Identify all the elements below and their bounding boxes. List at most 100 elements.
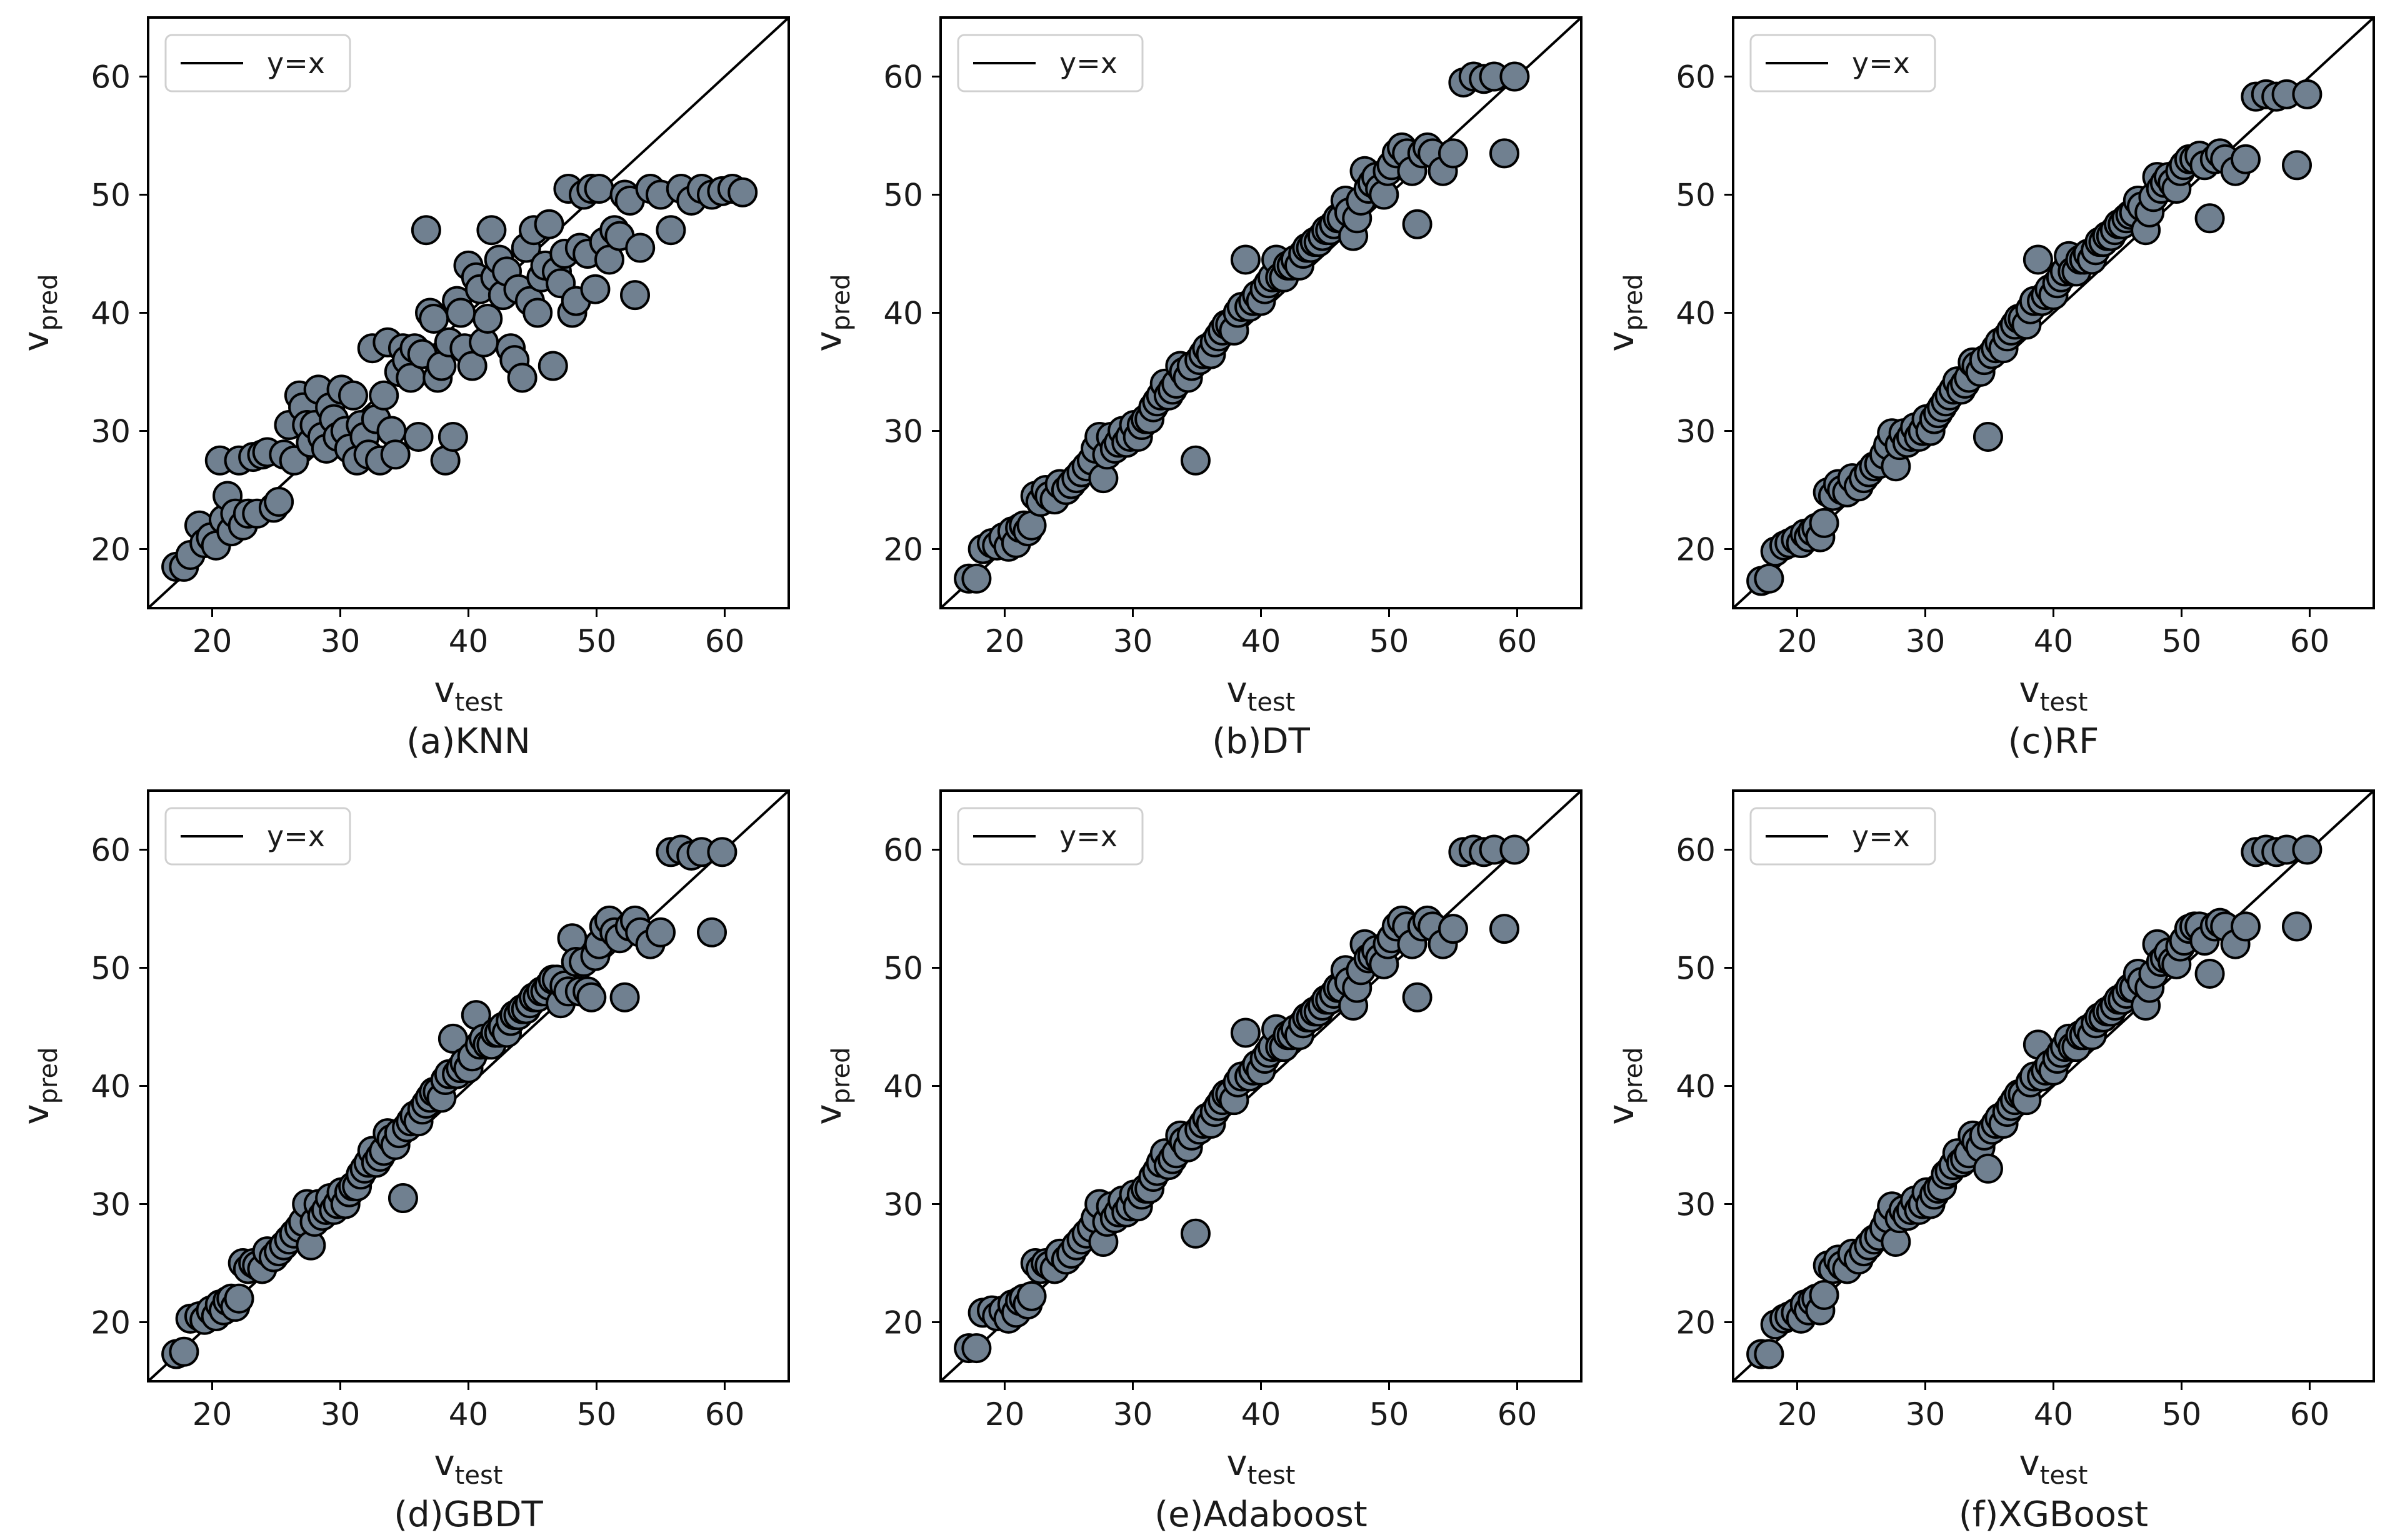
- data-point: [2194, 958, 2225, 989]
- data-point: [1809, 508, 1839, 538]
- x-tick-label: 20: [192, 623, 232, 659]
- data-point: [1972, 1153, 2003, 1184]
- legend-label: y=x: [267, 819, 325, 853]
- data-point: [1402, 209, 1432, 239]
- x-tick-label: 50: [1369, 623, 1409, 659]
- panel-6: 20 30 40 50 60 20 30 40 50 60 vtest vpred (f)XGBoost…: [1601, 789, 2375, 1535]
- x-tick-label: 30: [1113, 1396, 1153, 1432]
- data-point: [1180, 1218, 1211, 1249]
- data-point: [580, 274, 611, 304]
- x-tick-label: 60: [705, 1396, 745, 1432]
- y-tick-label: 20: [91, 532, 131, 568]
- x-tick-label: 20: [985, 623, 1025, 659]
- data-point: [538, 351, 568, 381]
- data-point: [2282, 911, 2312, 942]
- x-tick-label: 40: [1241, 1396, 1281, 1432]
- y-tick-label: 60: [91, 832, 131, 869]
- y-axis-label: vpred: [809, 274, 856, 351]
- data-point: [1180, 445, 1211, 476]
- data-points: [161, 174, 758, 582]
- x-tick-label: 40: [2034, 1396, 2074, 1432]
- y-tick-label: 50: [1676, 951, 1716, 987]
- data-point: [2231, 144, 2261, 174]
- legend: y=x: [1749, 807, 1936, 866]
- data-point: [411, 215, 441, 246]
- panel-4: 20 30 40 50 60 20 30 40 50 60 vtest vpred (d)GBDT y=x: [16, 789, 790, 1535]
- legend: y=x: [957, 807, 1144, 866]
- panel-title: (c)RF: [2008, 721, 2099, 762]
- data-point: [419, 303, 449, 334]
- data-point: [2022, 244, 2053, 275]
- data-point: [472, 303, 503, 334]
- legend-label: y=x: [1852, 46, 1910, 80]
- y-tick-label: 60: [1676, 59, 1716, 96]
- panel-2: 20 30 40 50 60 20 30 40 50 60 vtest vpred (b)DT y=x: [809, 16, 1582, 762]
- x-tick-label: 30: [321, 623, 361, 659]
- y-tick-label: 60: [1676, 832, 1716, 869]
- data-point: [707, 837, 738, 868]
- x-tick-label: 30: [321, 1396, 361, 1432]
- legend: y=x: [1749, 34, 1936, 92]
- data-point: [403, 421, 434, 452]
- x-tick-label: 50: [577, 623, 617, 659]
- legend-box: [957, 34, 1144, 92]
- panel-title: (b)DT: [1212, 721, 1310, 762]
- data-point: [584, 174, 614, 204]
- data-point: [1489, 914, 1519, 944]
- panel-5: 20 30 40 50 60 20 30 40 50 60 vtest vpred (e)Adaboos…: [809, 789, 1582, 1535]
- y-tick-label: 40: [1676, 1069, 1716, 1105]
- data-point: [961, 1333, 992, 1364]
- data-point: [1489, 138, 1519, 169]
- data-point: [338, 380, 368, 411]
- data-points: [954, 61, 1530, 594]
- data-point: [2282, 150, 2312, 181]
- x-axis-label: vtest: [1227, 670, 1296, 717]
- y-tick-label: 20: [883, 1305, 923, 1341]
- data-point: [646, 917, 676, 948]
- y-tick-label: 40: [883, 296, 923, 332]
- x-axis-label: vtest: [434, 670, 503, 717]
- panel-title: (e)Adaboost: [1154, 1494, 1368, 1535]
- data-point: [224, 1283, 254, 1314]
- legend-label: y=x: [1059, 819, 1118, 853]
- data-point: [1754, 563, 1784, 594]
- legend-box: [957, 807, 1144, 866]
- x-axis-label: vtest: [1227, 1443, 1296, 1490]
- legend: y=x: [164, 807, 351, 866]
- y-axis-label: vpred: [1601, 1047, 1648, 1124]
- data-point: [1809, 1280, 1839, 1311]
- data-point: [656, 215, 686, 246]
- data-point: [2194, 203, 2225, 234]
- data-point: [1230, 1018, 1261, 1048]
- x-axis-label: vtest: [2019, 670, 2088, 717]
- data-points: [1746, 834, 2322, 1369]
- data-point: [620, 280, 650, 311]
- data-point: [507, 362, 538, 393]
- legend-label: y=x: [1059, 46, 1118, 80]
- data-point: [264, 486, 294, 517]
- y-tick-label: 30: [1676, 414, 1716, 450]
- x-tick-label: 60: [2290, 623, 2330, 659]
- y-axis-label: vpred: [16, 274, 63, 351]
- y-tick-label: 30: [91, 414, 131, 450]
- x-tick-label: 20: [1778, 623, 1818, 659]
- y-axis-label: vpred: [1601, 274, 1648, 351]
- legend-box: [1749, 34, 1936, 92]
- y-axis-label: vpred: [16, 1047, 63, 1124]
- x-tick-label: 50: [2162, 1396, 2202, 1432]
- y-axis-label: vpred: [809, 1047, 856, 1124]
- x-tick-label: 60: [1498, 623, 1538, 659]
- data-points: [954, 834, 1530, 1364]
- x-tick-label: 30: [1906, 1396, 1946, 1432]
- data-point: [457, 351, 488, 381]
- data-point: [697, 917, 727, 948]
- data-point: [522, 298, 553, 328]
- y-tick-label: 20: [91, 1305, 131, 1341]
- data-point: [369, 380, 399, 411]
- y-tick-label: 30: [883, 1187, 923, 1223]
- x-tick-label: 30: [1906, 623, 1946, 659]
- data-point: [1402, 982, 1432, 1012]
- legend-box: [164, 34, 351, 92]
- data-point: [1972, 421, 2003, 452]
